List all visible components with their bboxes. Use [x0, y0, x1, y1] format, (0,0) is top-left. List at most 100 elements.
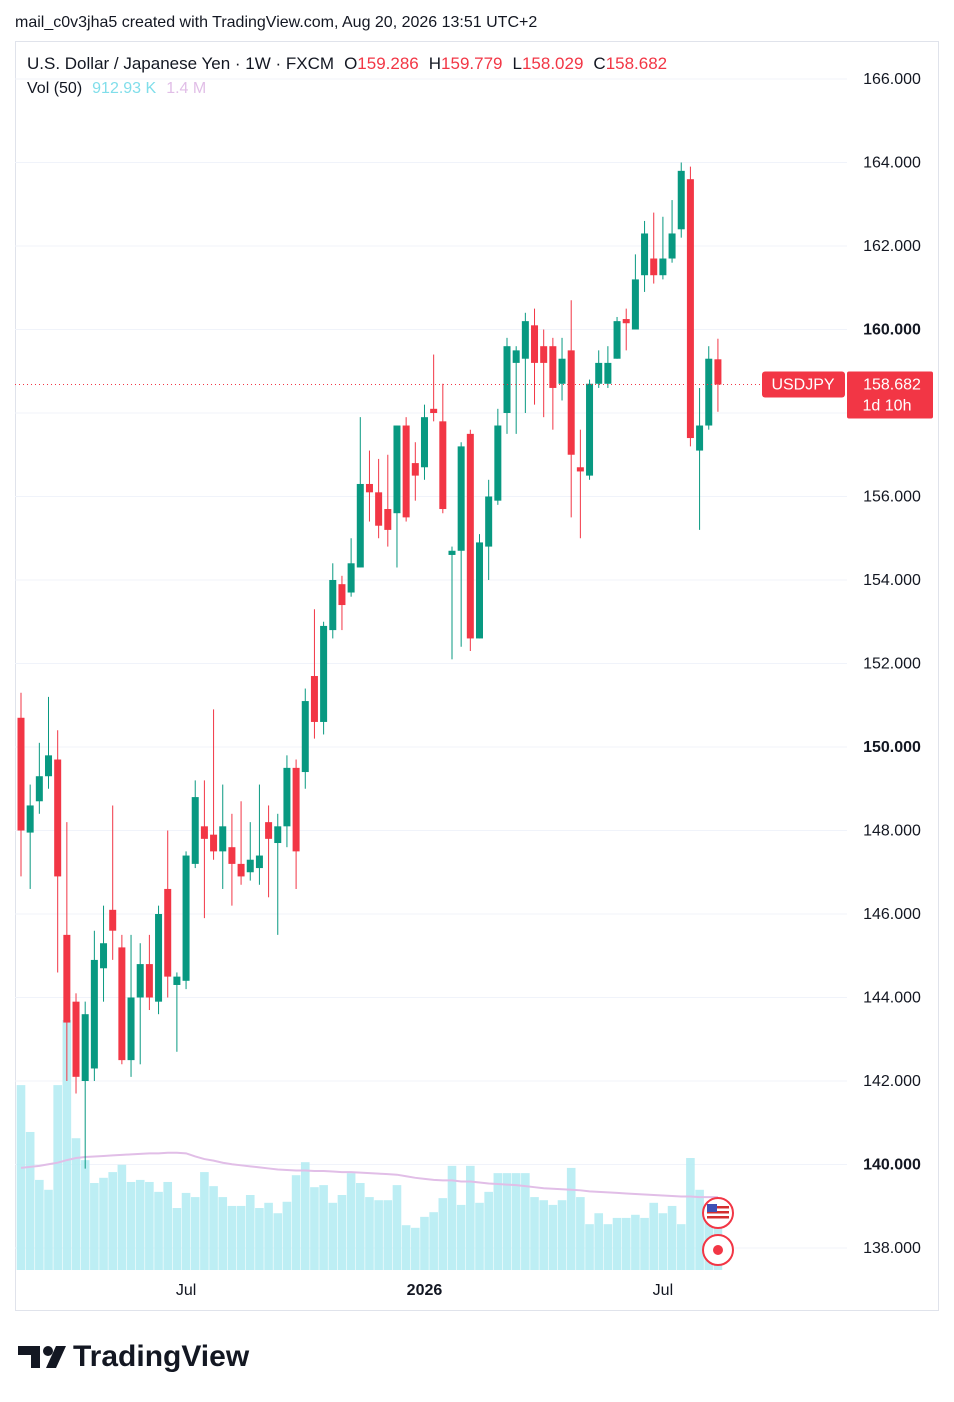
candle-body — [72, 1001, 80, 1077]
candle-body — [283, 767, 291, 827]
candle-body — [45, 755, 53, 777]
volume-bar — [236, 1205, 246, 1270]
volume-bar — [209, 1186, 218, 1270]
y-tick-label: 152.000 — [863, 656, 921, 673]
candle-body — [604, 362, 612, 384]
candle-body — [668, 233, 676, 259]
y-tick-label: 154.000 — [863, 572, 921, 589]
volume-bar — [25, 1131, 35, 1270]
candle-body — [512, 350, 520, 363]
volume-bar — [346, 1173, 356, 1270]
volume-bar — [521, 1173, 530, 1270]
candle-body — [136, 964, 144, 998]
volume-bar — [264, 1202, 273, 1270]
volume-bar — [126, 1181, 136, 1270]
candle-body — [696, 425, 704, 451]
volume-bar — [594, 1213, 604, 1270]
candle-body — [659, 258, 667, 276]
candle-body — [246, 859, 254, 873]
volume-bar — [493, 1173, 503, 1270]
volume-bar — [420, 1216, 429, 1270]
candle-body — [219, 826, 227, 852]
candle-body — [466, 433, 474, 639]
volume-bar — [456, 1204, 466, 1270]
volume-bar — [190, 1197, 200, 1270]
legend-line: U.S. Dollar / Japanese Yen · 1W · FXCM O1… — [27, 54, 718, 74]
candle-body — [210, 834, 218, 852]
volume-bar — [255, 1208, 264, 1270]
candle-body — [310, 676, 318, 722]
y-tick-label: 146.000 — [863, 906, 921, 923]
candle-body — [274, 826, 282, 844]
candle-body — [485, 496, 493, 547]
y-tick-label: 142.000 — [863, 1073, 921, 1090]
candle-body — [265, 822, 273, 839]
chart-frame — [15, 41, 939, 1311]
volume-bar — [337, 1195, 347, 1270]
candle-body — [641, 233, 649, 276]
flag-stripe — [707, 1216, 729, 1219]
candle-body — [338, 584, 346, 606]
volume-bar — [374, 1200, 383, 1270]
event-icons — [702, 1197, 734, 1266]
volume-bar — [365, 1197, 374, 1270]
candle-body — [145, 964, 153, 998]
candle-body — [586, 383, 594, 476]
candle-body — [35, 776, 43, 802]
volume-bar — [612, 1217, 622, 1270]
volume-bar — [411, 1227, 420, 1270]
candle-body — [173, 976, 181, 985]
candle-body — [521, 321, 529, 359]
volume-bar — [511, 1173, 521, 1270]
volume-pane — [16, 1020, 723, 1270]
volume-bar — [145, 1181, 154, 1270]
ohlc-label: L — [512, 54, 522, 73]
candle-body — [714, 359, 722, 385]
y-tick-label: 144.000 — [863, 990, 921, 1007]
candle-body — [109, 909, 117, 931]
y-tick-label: 164.000 — [863, 155, 921, 172]
candle-body — [90, 959, 98, 1069]
volume-bar — [35, 1179, 44, 1270]
candle-body — [164, 888, 172, 977]
volume-bar — [383, 1200, 393, 1270]
volume-bar — [282, 1201, 292, 1270]
candle-body — [384, 509, 392, 530]
x-tick-label: Jul — [653, 1282, 673, 1299]
volume-label: Vol (50) — [27, 80, 83, 97]
volume-bar — [392, 1185, 402, 1270]
candle-body — [54, 759, 62, 877]
volume-bar — [401, 1225, 411, 1270]
ohlc-label: H — [428, 54, 442, 73]
candle-body — [503, 346, 511, 413]
candle-body — [301, 701, 309, 773]
candle-body — [576, 467, 584, 472]
volume-bar — [181, 1192, 191, 1270]
volume-bar — [539, 1200, 548, 1270]
volume-bar — [154, 1191, 163, 1270]
candle-body — [448, 550, 456, 555]
volume-bar — [585, 1224, 594, 1270]
volume-bar — [291, 1175, 301, 1270]
candle-body — [686, 179, 694, 439]
candle-body — [320, 625, 328, 722]
volume-bar — [53, 1085, 62, 1270]
candle-body — [200, 826, 208, 839]
flag-stripe — [707, 1206, 729, 1209]
volume-bar — [530, 1197, 539, 1270]
y-tick-label: 166.000 — [863, 71, 921, 88]
volume-bar — [310, 1187, 319, 1270]
volume-bar — [502, 1173, 512, 1270]
y-tick-label: 156.000 — [863, 489, 921, 506]
x-tick-label: Jul — [176, 1282, 196, 1299]
volume-bar — [218, 1197, 228, 1270]
y-tick-label: 160.000 — [863, 322, 921, 339]
volume-bar — [686, 1158, 695, 1270]
candle-body — [329, 579, 337, 631]
symbol-title: U.S. Dollar / Japanese Yen · 1W · FXCM — [27, 54, 335, 73]
candle-body — [100, 943, 108, 969]
volume-bar — [319, 1185, 328, 1270]
candle-body — [439, 421, 447, 510]
volume-bar — [62, 1020, 72, 1270]
